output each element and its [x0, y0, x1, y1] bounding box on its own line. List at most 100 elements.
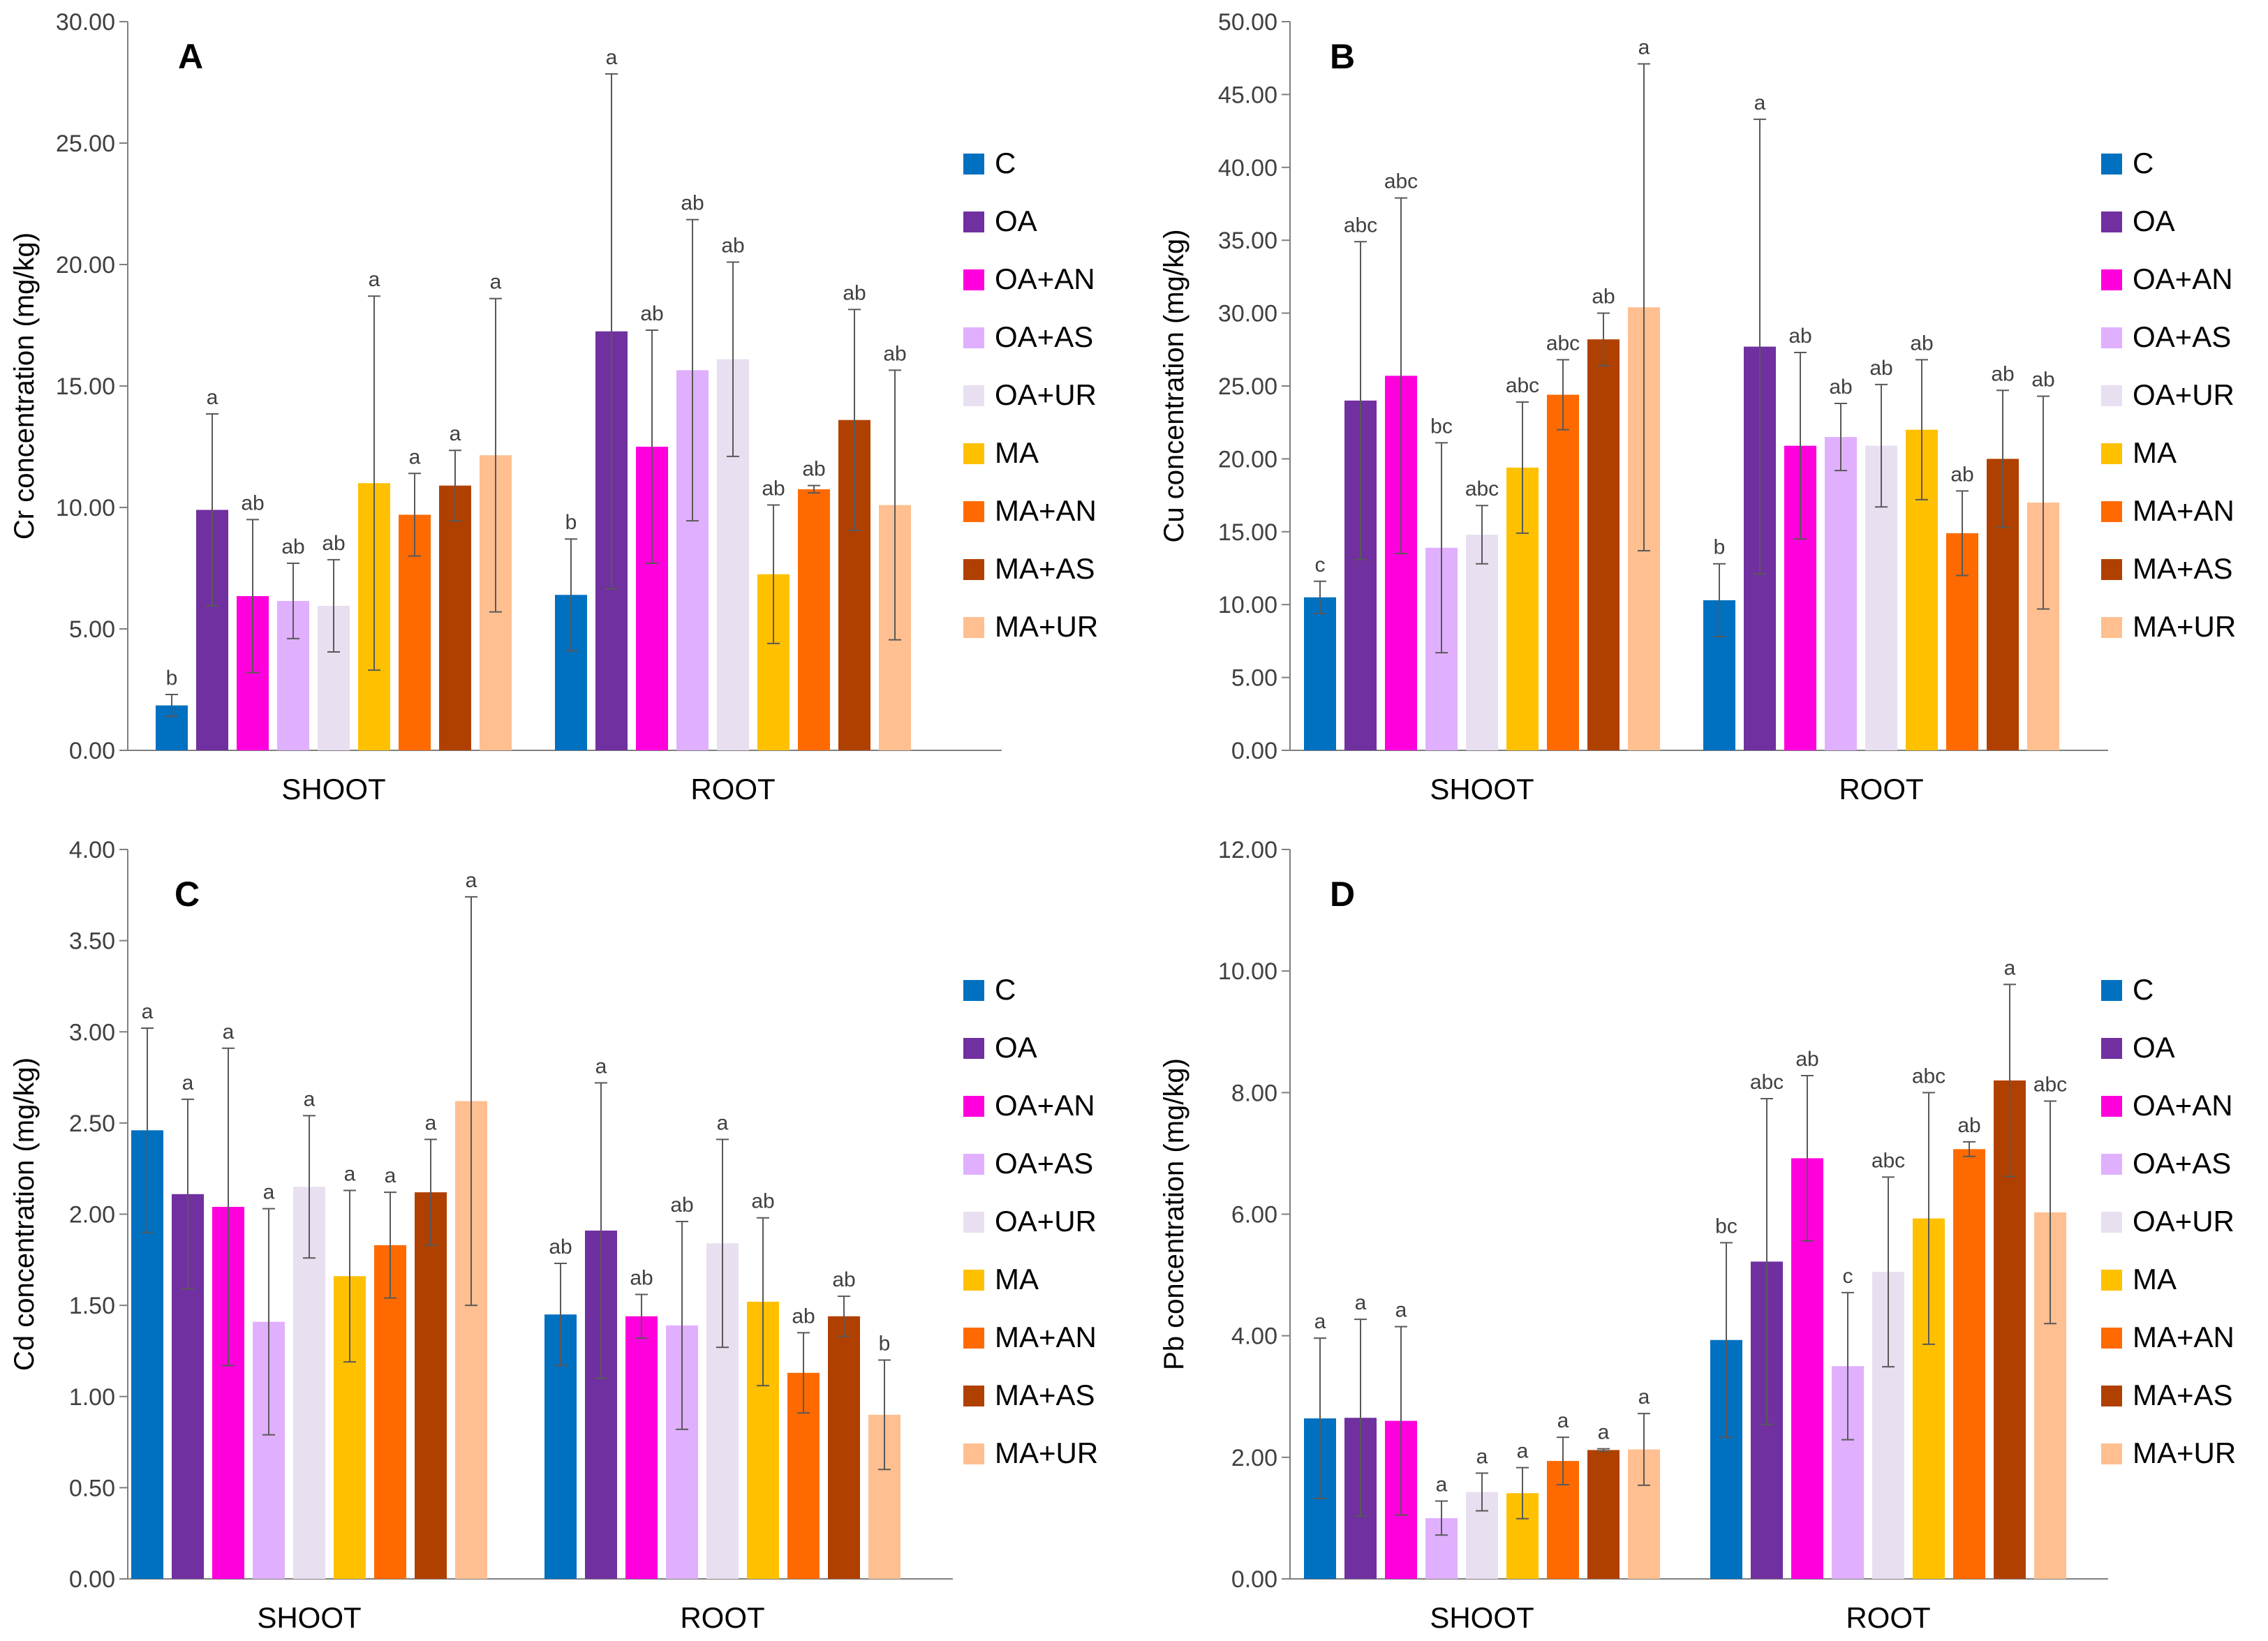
legend-swatch — [963, 211, 984, 232]
bar-ma-as-shoot — [1587, 1450, 1620, 1579]
significance-letter: a — [490, 271, 502, 294]
legend: C OA OA+AN OA+AS OA+UR MA MA+AN MA+AS MA+UR — [963, 147, 1098, 643]
significance-letter: ab — [630, 1266, 653, 1289]
significance-letter: a — [717, 1111, 729, 1134]
y-tick-label: 3.50 — [69, 928, 115, 955]
significance-letter: a — [304, 1087, 316, 1111]
legend-swatch — [963, 617, 984, 638]
significance-letter: b — [565, 511, 577, 534]
y-tick-label: 20.00 — [56, 252, 115, 279]
legend-swatch — [2101, 1386, 2122, 1406]
significance-letter: a — [425, 1111, 437, 1134]
significance-letter: ab — [883, 342, 906, 365]
legend-swatch — [963, 1154, 984, 1175]
legend-label: MA — [995, 1263, 1039, 1295]
chart-panel-d: D 0.00 2.00 4.00 6.00 8.00 10.00 12.00 Pb concen… — [1159, 837, 2236, 1634]
significance-letter: abc — [1750, 1071, 1784, 1094]
y-tick-label: 20.00 — [1218, 446, 1277, 473]
bar-ma-an-shoot — [374, 1245, 406, 1579]
y-tick-label: 8.00 — [1231, 1080, 1277, 1106]
significance-letter: abc — [1912, 1064, 1945, 1087]
legend-swatch — [963, 501, 984, 522]
chart-panel-a: A 0.00 5.00 10.00 15.00 20.00 25.00 30.00 Cr con… — [9, 9, 1098, 805]
chart-panel-b: B 0.00 5.00 10.00 15.00 20.00 25.00 30.00 35.00 4… — [1159, 9, 2236, 805]
significance-letter: a — [263, 1181, 275, 1204]
legend-swatch — [963, 559, 984, 580]
significance-letter: abc — [1872, 1149, 1905, 1172]
significance-letter: ab — [281, 535, 304, 558]
legend-swatch — [2101, 327, 2122, 348]
legend-label: OA+AN — [2133, 262, 2233, 295]
legend-label: MA+UR — [2133, 610, 2236, 643]
y-tick-label: 15.00 — [1218, 519, 1277, 546]
significance-letter: bc — [1715, 1215, 1737, 1238]
y-tick-label: 10.00 — [1218, 592, 1277, 618]
chart-panel-c: C 0.00 0.50 1.00 1.50 2.00 2.50 3.00 3.50 4.00 Cd … — [9, 837, 1098, 1634]
panel-letter: C — [175, 875, 200, 914]
bar-oa-as-root — [1825, 437, 1857, 750]
legend-swatch — [2101, 1328, 2122, 1349]
legend-swatch — [2101, 501, 2122, 522]
significance-letter: a — [1754, 91, 1766, 114]
significance-letter: ab — [802, 458, 825, 481]
legend-label: OA+AS — [2133, 320, 2231, 353]
legend-label: OA+AS — [995, 1147, 1093, 1180]
significance-letter: ab — [1592, 285, 1615, 309]
significance-letter: a — [409, 445, 421, 468]
legend-label: OA — [995, 1031, 1037, 1064]
legend-label: C — [995, 973, 1016, 1006]
significance-letter: ab — [832, 1268, 855, 1291]
y-tick-label: 0.50 — [69, 1475, 115, 1501]
significance-letter: ab — [1829, 376, 1852, 399]
significance-letter: c — [1843, 1265, 1853, 1288]
legend-swatch — [963, 269, 984, 290]
x-category-label: SHOOT — [1430, 773, 1534, 805]
legend-swatch — [2101, 443, 2122, 464]
significance-letter: ab — [1957, 1114, 1980, 1137]
significance-letter: ab — [681, 192, 704, 215]
legend-label: MA+UR — [995, 610, 1098, 643]
legend-label: OA — [2133, 205, 2175, 237]
bar-oa-ur-shoot — [1466, 534, 1498, 750]
significance-letter: ab — [322, 532, 345, 555]
y-tick-label: 50.00 — [1218, 9, 1277, 36]
legend-swatch — [2101, 1443, 2122, 1464]
significance-letter: a — [1355, 1291, 1367, 1314]
y-tick-label: 15.00 — [56, 373, 115, 400]
legend-swatch — [2101, 559, 2122, 580]
y-tick-label: 10.00 — [1218, 958, 1277, 985]
significance-letter: abc — [1344, 214, 1377, 237]
y-tick-label: 2.00 — [69, 1202, 115, 1228]
x-category-label: ROOT — [690, 773, 775, 805]
legend-swatch — [963, 443, 984, 464]
legend-swatch — [2101, 980, 2122, 1001]
legend-swatch — [963, 154, 984, 175]
y-tick-label: 5.00 — [69, 616, 115, 643]
significance-letter: ab — [843, 281, 866, 304]
significance-letter: ab — [1950, 463, 1973, 486]
y-tick-label: 30.00 — [56, 9, 115, 36]
significance-letter: ab — [1788, 325, 1811, 348]
legend-swatch — [2101, 269, 2122, 290]
y-tick-label: 1.50 — [69, 1293, 115, 1319]
significance-letter: abc — [2033, 1074, 2067, 1097]
legend-label: MA+AN — [995, 1321, 1097, 1353]
significance-letter: a — [1436, 1473, 1448, 1497]
legend-label: OA+AN — [995, 262, 1095, 295]
legend-swatch — [2101, 1038, 2122, 1059]
y-tick-label: 10.00 — [56, 495, 115, 521]
y-tick-label: 6.00 — [1231, 1202, 1277, 1228]
x-category-label: ROOT — [1846, 1601, 1930, 1634]
y-tick-label: 0.00 — [1231, 1566, 1277, 1593]
legend-label: OA+UR — [995, 378, 1097, 411]
legend-swatch — [963, 1386, 984, 1406]
legend-swatch — [2101, 617, 2122, 638]
legend-label: OA+UR — [2133, 378, 2234, 411]
panel-letter: A — [178, 37, 203, 76]
y-tick-label: 1.00 — [69, 1384, 115, 1411]
x-category-label: SHOOT — [257, 1601, 361, 1634]
y-tick-label: 12.00 — [1218, 837, 1277, 863]
legend-label: OA — [2133, 1031, 2175, 1064]
significance-letter: a — [1314, 1310, 1326, 1333]
significance-letter: ab — [1991, 362, 2014, 385]
